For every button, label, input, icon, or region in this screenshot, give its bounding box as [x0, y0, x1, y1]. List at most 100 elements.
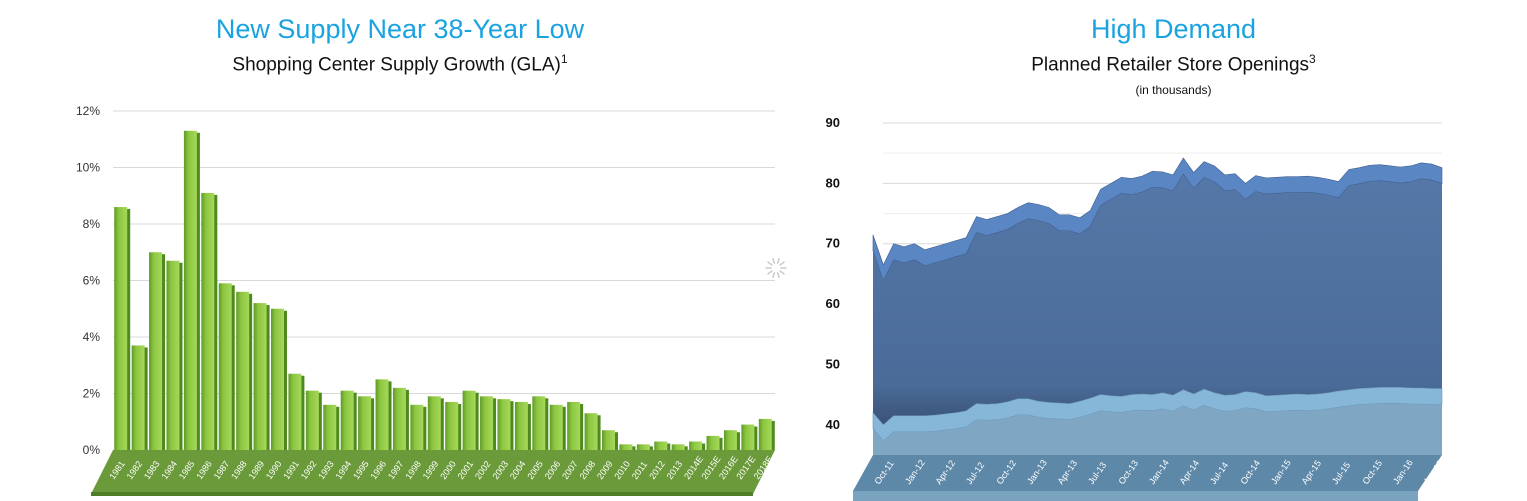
bar — [741, 424, 755, 450]
demand-chart-units-note: (in thousands) — [1135, 83, 1212, 97]
bar-side — [317, 392, 322, 450]
bar-side — [683, 446, 688, 450]
bar — [305, 390, 319, 450]
demand-chart-footnote-marker: 3 — [1309, 52, 1316, 66]
bar-side — [701, 443, 706, 450]
y-tick-label: 10% — [76, 161, 100, 175]
bar-side — [613, 432, 618, 450]
bar-side — [282, 310, 287, 450]
bar-side — [161, 254, 166, 450]
bar-side — [718, 437, 723, 450]
floor-edge — [853, 491, 1418, 501]
bar-side — [335, 406, 340, 450]
chart-floor — [853, 455, 1442, 491]
bar — [689, 441, 703, 450]
bar — [654, 441, 668, 450]
bar-side — [526, 403, 531, 450]
chart-floor — [91, 450, 775, 494]
demand-chart-title: High Demand — [1090, 14, 1257, 44]
bar — [218, 283, 232, 450]
area-main — [873, 174, 1442, 455]
bar-side — [370, 398, 375, 450]
bar-side — [492, 398, 497, 450]
bar — [253, 303, 267, 450]
supply-chart-panel: New Supply Near 38-Year Low Shopping Cen… — [0, 14, 800, 496]
bar-side — [265, 305, 270, 450]
bar-side — [422, 406, 427, 450]
bar — [201, 192, 215, 451]
bar-side — [735, 432, 740, 450]
bar — [636, 444, 650, 450]
bar — [114, 207, 128, 450]
area-top-face — [872, 157, 1443, 282]
y-tick-label: 6% — [83, 274, 101, 288]
bar — [549, 404, 563, 450]
bar — [567, 401, 581, 450]
bar — [149, 252, 163, 450]
y-tick-label: 40 — [826, 417, 840, 432]
bar-side — [352, 392, 357, 450]
area-lower-top-face — [872, 387, 1443, 442]
demand-chart-subtitle: Planned Retailer Store Openings3 — [820, 52, 1527, 76]
bar-side — [474, 392, 479, 450]
bar-side — [509, 401, 514, 450]
bar-side — [596, 415, 601, 450]
bar — [619, 444, 633, 450]
bar-side — [143, 347, 148, 450]
bar — [410, 404, 424, 450]
y-tick-label: 4% — [83, 330, 101, 344]
y-tick-label: 12% — [76, 104, 100, 118]
bar — [480, 396, 494, 450]
bar — [514, 401, 528, 450]
supply-chart-subtitle: Shopping Center Supply Growth (GLA)1 — [0, 52, 800, 76]
bar — [462, 390, 476, 450]
bar — [166, 260, 180, 450]
bar — [758, 418, 772, 450]
y-tick-label: 60 — [826, 296, 840, 311]
supply-chart-subtitle-text: Shopping Center Supply Growth (GLA) — [232, 54, 561, 76]
y-tick-label: 80 — [826, 175, 840, 190]
bar-side — [544, 398, 549, 450]
bar — [445, 401, 459, 450]
bar-side — [648, 446, 653, 450]
supply-chart-title: New Supply Near 38-Year Low — [215, 14, 585, 44]
y-tick-label: 0% — [83, 443, 101, 457]
bar — [392, 387, 406, 450]
demand-chart-panel: High Demand Planned Retailer Store Openi… — [820, 0, 1527, 501]
bar — [706, 435, 720, 450]
bar-side — [404, 389, 409, 450]
bar-side — [631, 446, 636, 450]
y-tick-label: 70 — [826, 236, 840, 251]
spinner-icon — [765, 257, 787, 279]
y-tick-label: 2% — [83, 387, 101, 401]
y-tick-label: 90 — [826, 115, 840, 130]
bar-side — [195, 132, 200, 450]
bar — [375, 379, 389, 450]
bar-side — [666, 443, 671, 450]
bar-side — [387, 381, 392, 450]
bar — [602, 430, 615, 450]
bar — [340, 390, 354, 450]
bar-side — [230, 285, 235, 450]
bar — [427, 396, 441, 450]
bar-side — [770, 420, 775, 450]
bar-side — [561, 406, 566, 450]
bar — [671, 444, 685, 450]
y-tick-label: 8% — [83, 217, 101, 231]
bar-side — [300, 375, 305, 450]
bar-side — [457, 403, 462, 450]
bar-side — [178, 262, 183, 450]
bar-side — [126, 209, 131, 450]
bar-side — [753, 426, 758, 450]
bar — [236, 291, 250, 450]
bar — [183, 130, 197, 450]
supply-chart-footnote-marker: 1 — [560, 52, 568, 66]
bar — [723, 430, 737, 450]
bar — [358, 396, 372, 450]
bar-side — [439, 398, 444, 450]
bar — [288, 373, 302, 450]
bar — [271, 308, 284, 450]
bar — [131, 345, 145, 450]
supply-bar-chart: 0%2%4%6%8%10%12%198119821983198419851986… — [76, 104, 775, 496]
